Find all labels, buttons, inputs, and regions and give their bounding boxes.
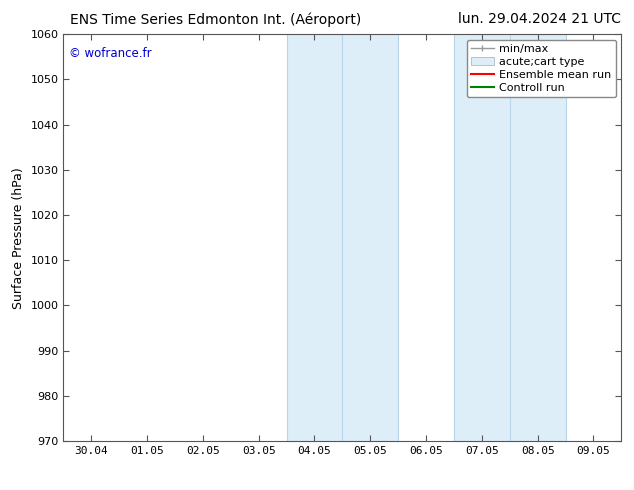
Y-axis label: Surface Pressure (hPa): Surface Pressure (hPa) (12, 167, 25, 309)
Bar (342, 34, 398, 441)
Text: lun. 29.04.2024 21 UTC: lun. 29.04.2024 21 UTC (458, 12, 621, 26)
Text: © wofrance.fr: © wofrance.fr (69, 47, 152, 59)
Bar (287, 34, 342, 441)
Bar (510, 34, 566, 441)
Bar (454, 34, 510, 441)
Text: ENS Time Series Edmonton Int. (Aéroport): ENS Time Series Edmonton Int. (Aéroport) (70, 12, 361, 27)
Legend: min/max, acute;cart type, Ensemble mean run, Controll run: min/max, acute;cart type, Ensemble mean … (467, 40, 616, 97)
